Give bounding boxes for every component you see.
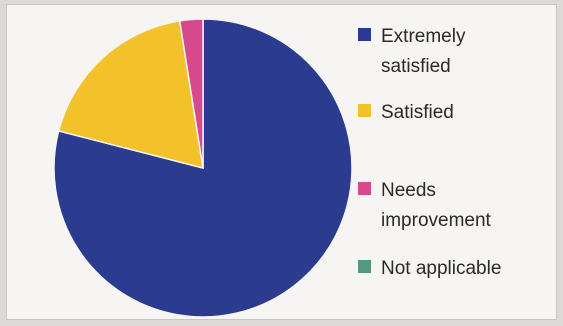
legend-swatch-needs-improvement — [358, 182, 371, 195]
legend-label-extremely-satisfied-line-2: satisfied — [381, 56, 451, 77]
legend-item-extremely-satisfied: Extremely satisfied — [358, 26, 466, 77]
pie-slices — [53, 18, 353, 318]
legend-label-needs-improvement-line-1: Needs — [381, 180, 436, 201]
legend-label-satisfied: Satisfied — [381, 102, 454, 123]
legend-label-needs-improvement-line-2: improvement — [381, 210, 492, 231]
legend: Extremely satisfied Satisfied Needs improvem… — [358, 26, 501, 279]
pie-slice-needs-improvement — [178, 18, 204, 169]
legend-item-satisfied: Satisfied — [358, 102, 454, 123]
legend-swatch-extremely-satisfied — [358, 28, 371, 41]
legend-item-not-applicable: Not applicable — [358, 258, 501, 279]
legend-item-needs-improvement: Needs improvement — [358, 180, 492, 231]
legend-label-extremely-satisfied-line-1: Extremely — [381, 26, 466, 47]
legend-swatch-satisfied — [358, 104, 371, 117]
pie-slice-satisfied — [57, 19, 204, 170]
legend-label-not-applicable: Not applicable — [381, 258, 501, 279]
legend-swatch-not-applicable — [358, 260, 371, 273]
